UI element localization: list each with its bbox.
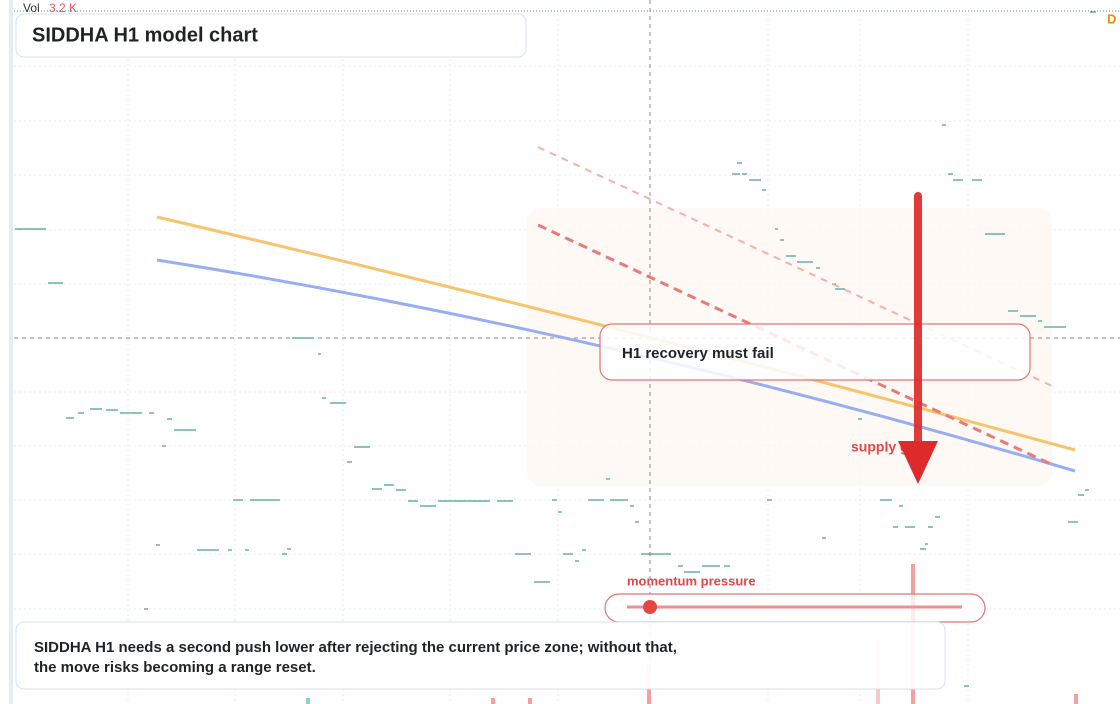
corner-badge: D [1107,11,1116,26]
zone-callout [599,323,1031,381]
chart-title: SIDDHA H1 model chart [32,24,258,46]
meter-knob [643,600,657,614]
caption-line: the move risks becoming a range reset. [34,659,316,676]
caption-box [15,621,946,690]
left-edge [9,0,13,704]
meter-label: momentum pressure [627,573,756,588]
volume-value: 3.2 K [49,1,77,15]
volume-label: Vol [23,1,40,15]
caption-line: SIDDHA H1 needs a second push lower afte… [34,639,677,656]
price-ticks [15,11,1096,687]
zone-label: H1 recovery must fail [622,345,774,362]
down-arrow [898,192,938,484]
title-box [15,13,527,58]
